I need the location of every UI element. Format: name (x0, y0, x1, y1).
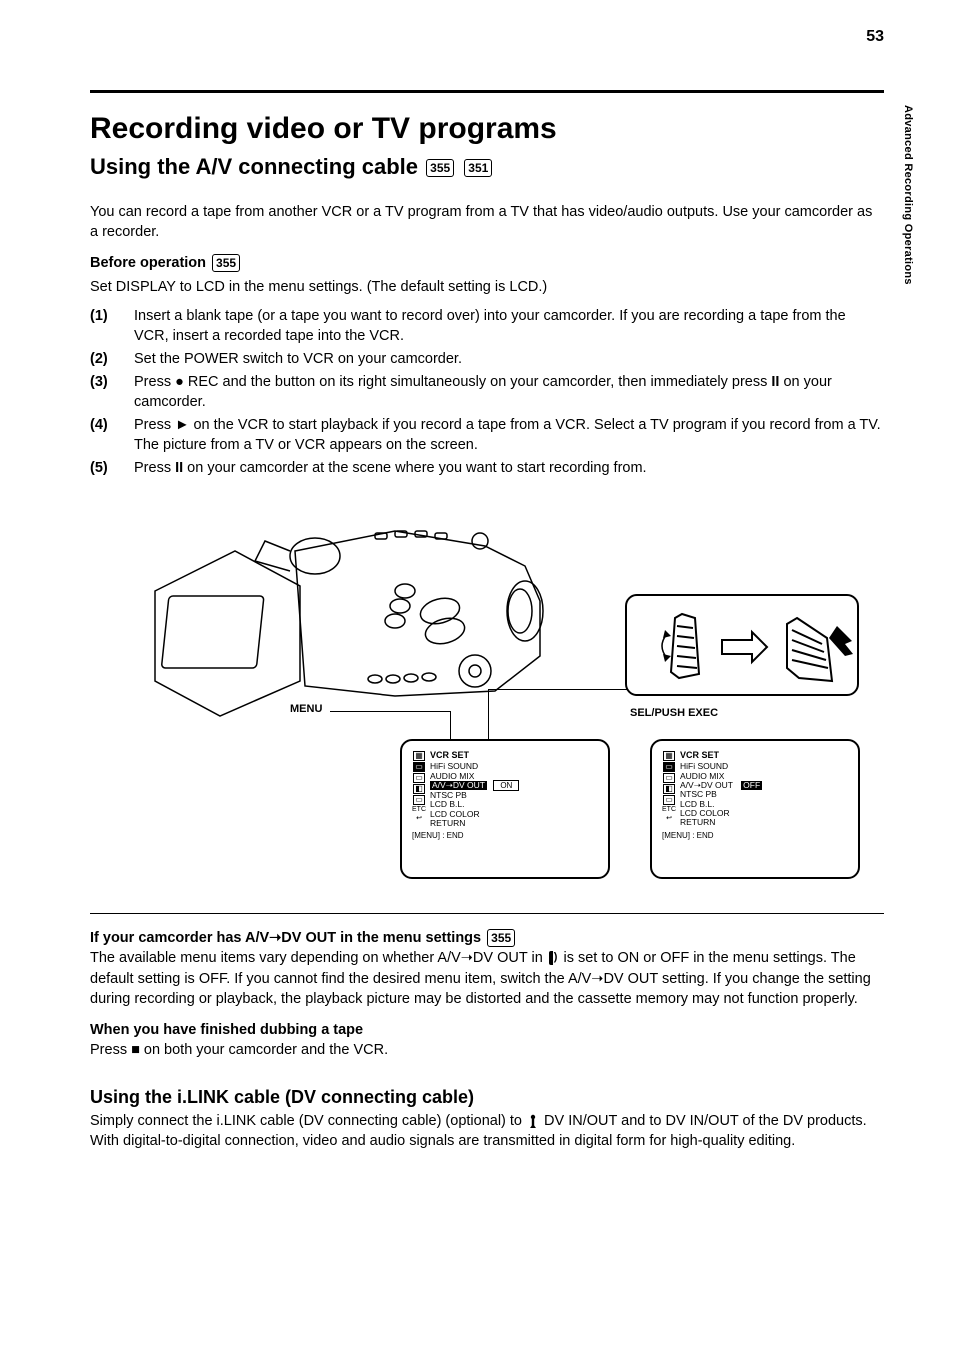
title-block: Recording video or TV programs Using the… (90, 111, 884, 182)
note-body: Press ■ on both your camcorder and the V… (90, 1040, 884, 1061)
step-number: (4) (90, 415, 134, 456)
intro-text: You can record a tape from another VCR o… (90, 202, 884, 298)
step-text-post: on the VCR to start playback if you reco… (134, 417, 881, 454)
screen-footer-left: [MENU] : END (662, 832, 714, 841)
header-rule (90, 90, 884, 93)
notes-block: If your camcorder has A/V➝DV OUT in the … (90, 928, 884, 1152)
pause-icon: II (175, 460, 183, 476)
section-heading: Using the i.LINK cable (DV connecting ca… (90, 1085, 884, 1111)
step-item: (1) Insert a blank tape (or a tape you w… (90, 306, 884, 347)
step-text-pre: Press ● REC and the button on its right … (134, 374, 771, 390)
step-text-pre: Press (134, 460, 175, 476)
step-item: (4) Press ► on the VCR to start playback… (90, 415, 884, 456)
play-icon: ► (175, 417, 189, 433)
step-item: (2) Set the POWER switch to VCR on your … (90, 349, 884, 370)
dv-icon: ) (549, 951, 558, 965)
page-subtitle: Using the A/V connecting cable 355 351 (90, 153, 884, 182)
step-text: Press ● REC and the button on its right … (134, 372, 884, 413)
screen-footer-left: [MENU] : END (412, 832, 464, 841)
step-text: Set the POWER switch to VCR on your camc… (134, 349, 462, 370)
side-tab-label: Advanced Recording Operations (902, 105, 914, 285)
model-badge: 355 (212, 254, 240, 272)
note-body: Simply connect the i.LINK cable (DV conn… (90, 1111, 884, 1152)
step-item: (5) Press II on your camcorder at the sc… (90, 458, 884, 479)
step-text: Press ► on the VCR to start playback if … (134, 415, 884, 456)
before-operation-heading: Before operation (90, 255, 206, 271)
figure-block: MENU (90, 491, 884, 891)
note-text-pre: Simply connect the i.LINK cable (DV conn… (90, 1113, 526, 1129)
menu-value: ON (493, 780, 519, 791)
note-heading: When you have finished dubbing a tape (90, 1020, 884, 1041)
screen-title: VCR SET (430, 751, 598, 761)
leader-line (488, 689, 628, 690)
screen-title: VCR SET (680, 751, 848, 761)
leader-line (488, 689, 489, 739)
menu-icon-column: ▦▭▭◧▭ETC↩ (662, 751, 676, 828)
dial-rotate-panel (625, 594, 859, 696)
page-number: 53 (866, 28, 884, 46)
label-sel-push-exec: SEL/PUSH EXEC (630, 707, 718, 719)
model-badge: 351 (464, 159, 492, 177)
step-number: (3) (90, 372, 134, 413)
intro-paragraph: You can record a tape from another VCR o… (90, 202, 884, 243)
step-text-post: on your camcorder at the scene where you… (183, 460, 646, 476)
menu-row: RETURN (680, 818, 848, 827)
note-text-pre: The available menu items vary depending … (90, 950, 547, 966)
subtitle-text: Using the A/V connecting cable (90, 154, 418, 179)
leader-line (450, 711, 451, 739)
notes-rule (90, 913, 884, 914)
steps-list: (1) Insert a blank tape (or a tape you w… (90, 306, 884, 479)
page-title: Recording video or TV programs (90, 111, 884, 147)
step-text-pre: Press (134, 417, 175, 433)
model-badge: 355 (487, 929, 515, 947)
menu-icon-column: ▦▭▭◧▭ETC↩ (412, 751, 426, 829)
step-number: (5) (90, 458, 134, 479)
step-text: Press II on your camcorder at the scene … (134, 458, 647, 479)
label-menu: MENU (290, 703, 322, 715)
note-heading: If your camcorder has A/V➝DV OUT in the … (90, 928, 884, 949)
step-number: (1) (90, 306, 134, 347)
lcd-screen-right: ▦▭▭◧▭ETC↩ VCR SET HiFi SOUND AUDIO MIX A… (650, 739, 860, 879)
step-number: (2) (90, 349, 134, 370)
note-heading-text: If your camcorder has A/V➝DV OUT in the … (90, 930, 481, 946)
ilink-icon (528, 1114, 538, 1128)
note-body: The available menu items vary depending … (90, 948, 884, 1010)
leader-line (330, 711, 450, 712)
step-text: Insert a blank tape (or a tape you want … (134, 306, 884, 347)
before-operation-body: Set DISPLAY to LCD in the menu settings.… (90, 277, 884, 298)
model-badge: 355 (426, 159, 454, 177)
menu-row: RETURN (430, 819, 598, 828)
camera-illustration (145, 491, 545, 741)
step-item: (3) Press ● REC and the button on its ri… (90, 372, 884, 413)
menu-value-selected: OFF (741, 781, 762, 790)
lcd-screen-left: ▦▭▭◧▭ETC↩ VCR SET HiFi SOUND AUDIO MIX A… (400, 739, 610, 879)
